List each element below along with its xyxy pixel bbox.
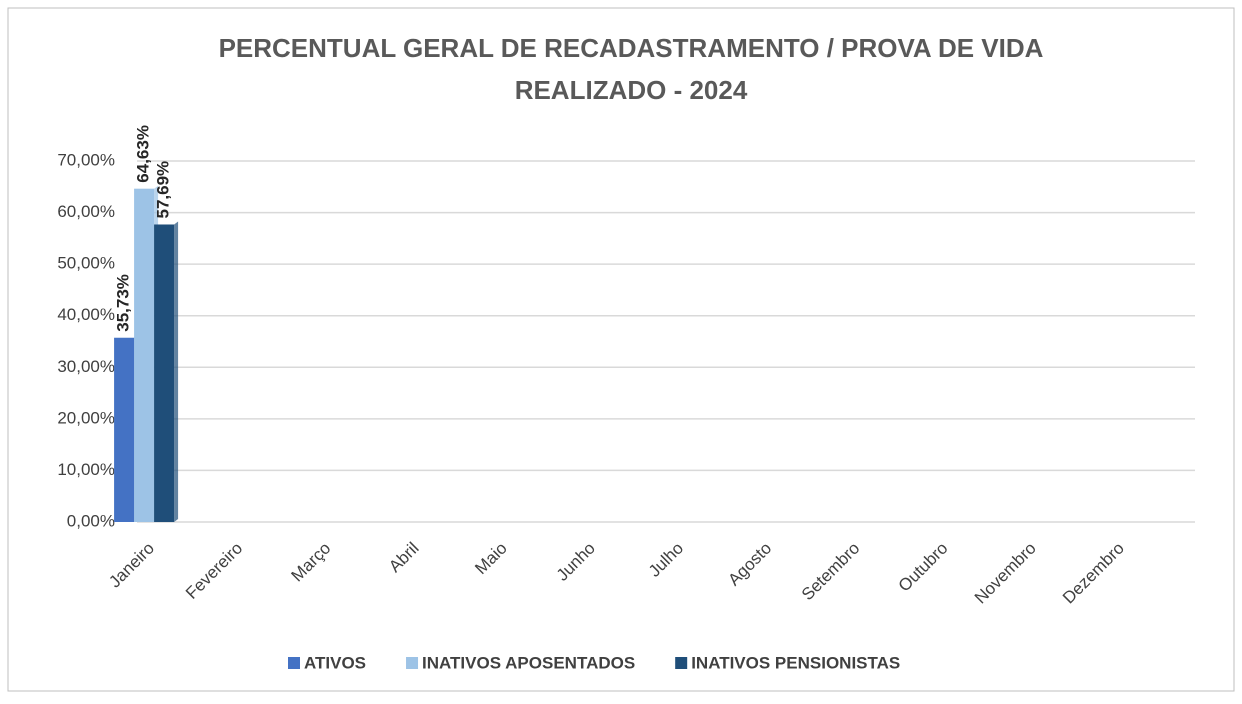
legend-swatch: [406, 657, 419, 669]
y-tick-label: 30,00%: [57, 357, 115, 376]
chart-border: [7, 7, 1235, 692]
y-tick-label: 40,00%: [57, 305, 115, 324]
y-tick-label: 60,00%: [57, 202, 115, 221]
y-tick-label: 20,00%: [57, 408, 115, 427]
bar-side: [174, 221, 179, 522]
chart-title: REALIZADO - 2024: [515, 75, 748, 105]
chart-title: PERCENTUAL GERAL DE RECADASTRAMENTO / PR…: [219, 33, 1044, 63]
bar: [134, 188, 155, 523]
y-tick-label: 10,00%: [57, 460, 115, 479]
bar: [114, 337, 135, 522]
data-label: 64,63%: [134, 125, 153, 183]
data-label: 35,73%: [114, 274, 133, 332]
y-tick-label: 50,00%: [57, 254, 115, 273]
legend-label: ATIVOS: [304, 653, 366, 672]
bar: [154, 224, 175, 522]
data-label: 57,69%: [154, 161, 173, 219]
legend-swatch: [675, 657, 688, 669]
legend-label: INATIVOS APOSENTADOS: [422, 653, 635, 672]
y-tick-label: 70,00%: [57, 150, 115, 169]
legend-label: INATIVOS PENSIONISTAS: [691, 653, 900, 672]
legend-swatch: [288, 657, 300, 669]
y-tick-label: 0,00%: [67, 511, 115, 530]
